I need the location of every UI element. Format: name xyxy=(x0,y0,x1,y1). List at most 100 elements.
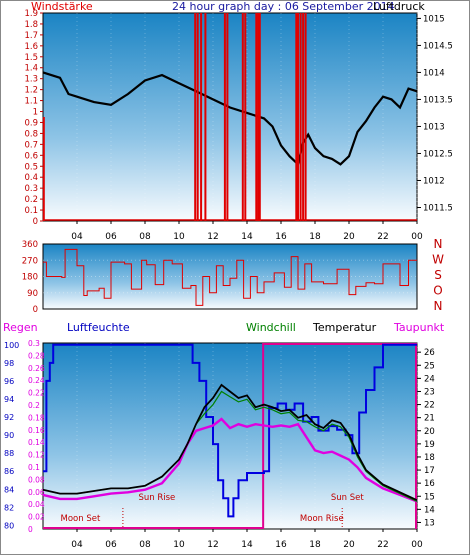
wind-tick-label: 1.9 xyxy=(24,9,38,19)
regen-tick-label: 0.04 xyxy=(28,500,45,509)
regen-tick-label: 0.06 xyxy=(28,488,45,497)
annotation-label: Sun Set xyxy=(331,493,364,503)
temperature-tick-label: 13 xyxy=(424,518,435,528)
regen-tick-label: 0.3 xyxy=(28,339,40,348)
time-tick-label: 00 xyxy=(411,540,423,550)
time-tick-label: 18 xyxy=(309,232,321,242)
time-tick-label: 04 xyxy=(71,232,83,242)
humidity-axis-ticks: 80 82 84 86 88 90 92 94 96 98 100 xyxy=(4,341,19,531)
humidity-tick-label: 96 xyxy=(4,377,14,386)
temperature-tick-label: 23 xyxy=(424,387,435,397)
pressure-axis-ticks: 1011.5 1012 1012.5 1013 1013.5 1014 1014.5 1015 xyxy=(417,14,453,213)
sun-moon-annotations: Moon Set Sun Rise Sun Set Moon Rise xyxy=(61,493,364,529)
wind-spike xyxy=(200,13,203,221)
windchill-legend: Windchill xyxy=(246,321,296,334)
wind-axis-title: Windstärke xyxy=(31,1,93,13)
temperature-legend: Temperatur xyxy=(312,321,377,334)
temperature-tick-label: 17 xyxy=(424,466,435,476)
temperature-tick-label: 19 xyxy=(424,440,435,450)
wind-axis-ticks: 00.10.20.30.40.50.60.70.80.911.11.21.31.… xyxy=(24,9,43,227)
pressure-tick-label: 1013.5 xyxy=(423,95,453,105)
wind-tick-label: 0.5 xyxy=(24,162,38,172)
time-tick-label: 12 xyxy=(207,540,218,550)
pressure-axis-title: Luftdruck xyxy=(373,1,425,13)
wind-spike xyxy=(258,13,261,221)
direction-axis-ticks: 0 90 180 270 360 xyxy=(22,240,38,315)
regen-tick-label: 0 xyxy=(28,525,33,534)
pressure-tick-label: 1013 xyxy=(423,122,445,132)
time-tick-label: 00 xyxy=(411,232,423,242)
humidity-tick-label: 80 xyxy=(4,521,14,530)
wind-spike xyxy=(244,13,247,221)
time-tick-label: 22 xyxy=(377,540,388,550)
temperature-series xyxy=(42,343,418,529)
wind-tick-label: 0.7 xyxy=(24,140,38,150)
regen-tick-label: 0.22 xyxy=(28,389,45,398)
temperature-plot-area xyxy=(42,342,418,530)
regen-tick-label: 0.16 xyxy=(28,426,45,435)
time-tick-label: 08 xyxy=(139,540,151,550)
regen-tick-label: 0.1 xyxy=(28,463,40,472)
compass-label: N xyxy=(434,299,443,313)
regen-tick-label: 0.12 xyxy=(28,451,45,460)
time-tick-label: 06 xyxy=(105,540,117,550)
wind-tick-label: 1.6 xyxy=(24,42,38,52)
humidity-tick-label: 92 xyxy=(4,413,14,422)
temperature-line xyxy=(42,383,418,502)
wind-tick-label: 0.4 xyxy=(24,173,38,183)
regen-tick-label: 0.18 xyxy=(28,413,45,422)
wind-tick-label: 0 xyxy=(33,217,38,227)
humidity-tick-label: 86 xyxy=(4,467,14,476)
chart-title: 24 hour graph day : 06 September 2014 xyxy=(172,1,395,13)
temperature-tick-label: 20 xyxy=(424,427,435,437)
time-tick-label: 14 xyxy=(241,232,253,242)
regen-tick-label: 0.2 xyxy=(28,401,40,410)
time-tick-label: 12 xyxy=(207,232,218,242)
temperature-tick-label: 24 xyxy=(424,374,435,384)
wind-spike xyxy=(204,13,207,221)
regen-tick-label: 0.28 xyxy=(28,351,45,360)
time-tick-label: 14 xyxy=(241,540,253,550)
dewpoint-legend: Taupunkt xyxy=(393,321,445,334)
temperature-axis-ticks: 13 14 15 16 17 18 19 20 21 22 23 24 25 26 xyxy=(417,348,435,528)
humidity-axis-title: Luftfeuchte xyxy=(67,321,130,334)
time-tick-label: 16 xyxy=(275,540,287,550)
wind-spike xyxy=(257,13,260,221)
wind-pressure-plot-area xyxy=(42,12,418,222)
wind-tick-label: 0.6 xyxy=(24,151,38,161)
wind-tick-label: 1.5 xyxy=(24,53,38,63)
time-axis-ticks-bottom: 04 06 08 10 12 14 16 18 20 22 00 xyxy=(71,529,423,550)
time-tick-label: 20 xyxy=(343,540,355,550)
wind-spike xyxy=(194,13,197,221)
wind-tick-label: 1.8 xyxy=(24,20,38,30)
wind-spike xyxy=(241,13,244,221)
pressure-tick-label: 1015 xyxy=(423,14,445,24)
time-tick-label: 18 xyxy=(309,540,321,550)
wind-spike xyxy=(255,13,258,221)
pressure-tick-label: 1014.5 xyxy=(423,41,453,51)
wind-tick-label: 1.7 xyxy=(24,31,38,41)
compass-label: N xyxy=(434,237,443,251)
dewpoint-line xyxy=(42,417,418,503)
direction-tick-label: 360 xyxy=(22,240,38,250)
time-tick-label: 06 xyxy=(105,232,117,242)
wind-spike xyxy=(295,13,298,221)
wind-spike xyxy=(196,13,199,221)
wind-tick-label: 0.3 xyxy=(24,184,38,194)
compass-label: O xyxy=(433,284,442,298)
direction-series xyxy=(43,248,417,306)
wind-tick-label: 0.1 xyxy=(24,206,38,216)
regen-tick-label: 0.26 xyxy=(28,364,45,373)
wind-tick-label: 0.2 xyxy=(24,195,38,205)
direction-tick-label: 180 xyxy=(22,273,38,283)
time-tick-label: 20 xyxy=(343,232,355,242)
annotation-label: Sun Rise xyxy=(138,493,175,503)
regen-axis-ticks: 0 0.02 0.04 0.06 0.08 0.1 0.12 0.14 0.16 0.18 0.2 0… xyxy=(28,339,45,534)
time-tick-label: 10 xyxy=(173,232,185,242)
temperature-tick-label: 21 xyxy=(424,414,435,424)
humidity-tick-label: 94 xyxy=(4,395,14,404)
time-tick-label: 22 xyxy=(377,232,388,242)
temperature-tick-label: 25 xyxy=(424,361,435,371)
wind-spike xyxy=(304,13,307,221)
